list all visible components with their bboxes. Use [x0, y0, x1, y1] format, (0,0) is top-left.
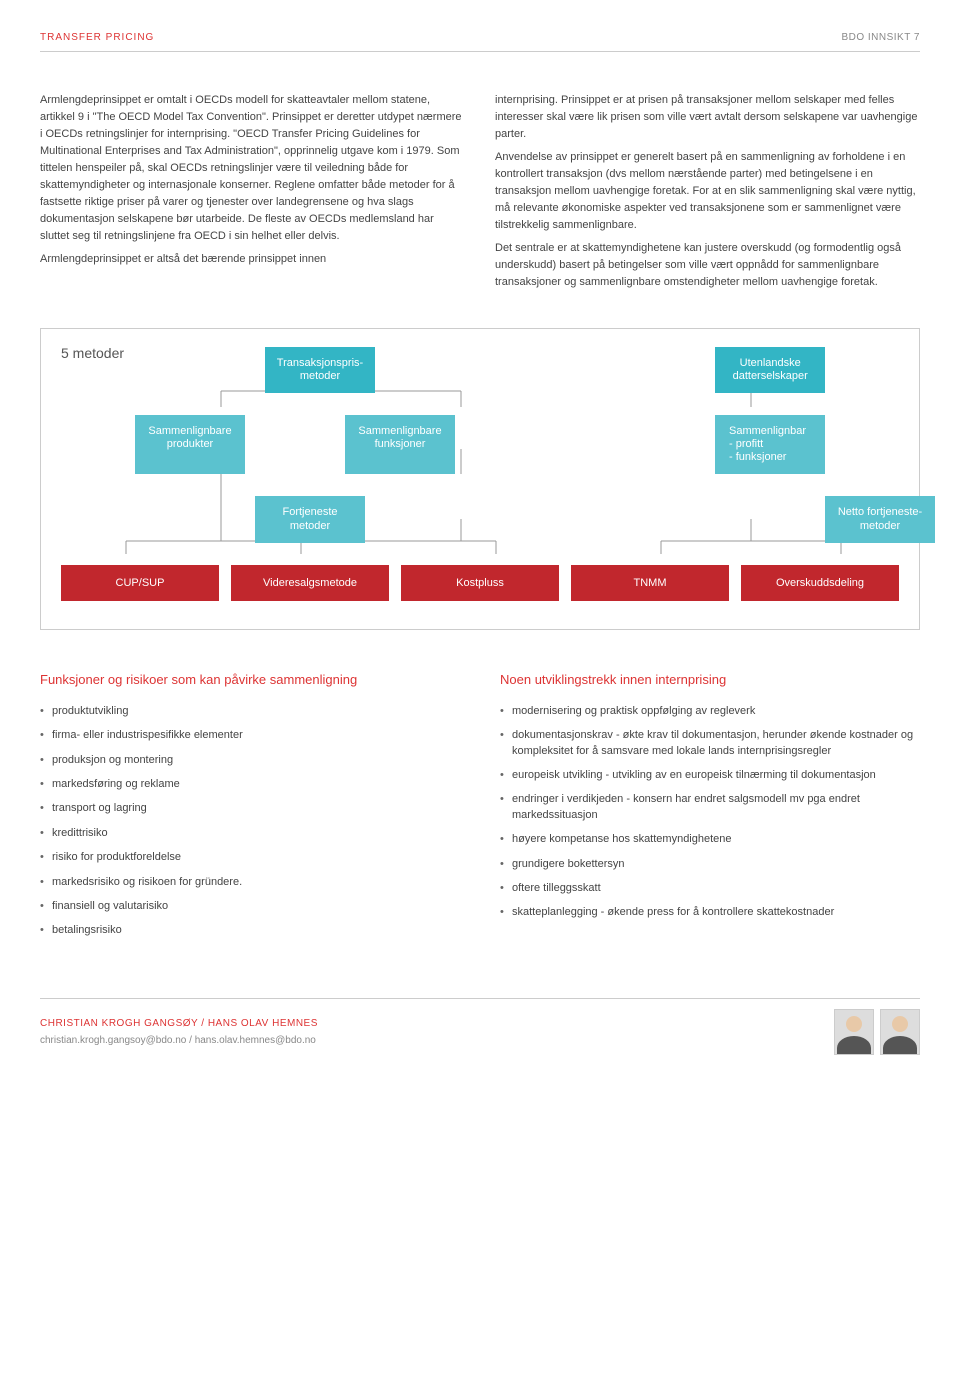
lower-right-title: Noen utviklingstrekk innen internprising	[500, 670, 920, 690]
page-footer: CHRISTIAN KROGH GANGSØY / HANS OLAV HEMN…	[40, 998, 920, 1055]
lower-col-right: Noen utviklingstrekk innen internprising…	[500, 670, 920, 947]
node-tnmm: TNMM	[571, 565, 729, 602]
header-page-label: BDO INNSIKT 7	[841, 30, 920, 45]
lower-left-list: produktutvikling firma- eller industrispe…	[40, 704, 460, 939]
list-item: risiko for produktforeldelse	[40, 850, 460, 865]
footer-text: CHRISTIAN KROGH GANGSØY / HANS OLAV HEMN…	[40, 1016, 318, 1048]
list-item: produksjon og montering	[40, 753, 460, 768]
list-item: markedsføring og reklame	[40, 777, 460, 792]
lower-left-title: Funksjoner og risikoer som kan påvirke s…	[40, 670, 460, 690]
node-utenlandske: Utenlandske datterselskaper	[715, 347, 825, 393]
methods-diagram: 5 metoder Transaksjonspris- metoder Ut	[40, 328, 920, 631]
body-left-p2: Armlengdeprinsippet er altså det bærende…	[40, 251, 465, 268]
list-item: endringer i verdikjeden - konsern har en…	[500, 792, 920, 823]
lower-col-left: Funksjoner og risikoer som kan påvirke s…	[40, 670, 460, 947]
page-header: TRANSFER PRICING BDO INNSIKT 7	[40, 30, 920, 52]
node-videresalg: Videresalgsmetode	[231, 565, 389, 602]
node-netto-fortjeneste: Netto fortjeneste- metoder	[825, 496, 935, 542]
body-columns: Armlengdeprinsippet er omtalt i OECDs mo…	[40, 92, 920, 298]
list-item: dokumentasjonskrav - økte krav til dokum…	[500, 728, 920, 759]
list-item: høyere kompetanse hos skattemyndighetene	[500, 832, 920, 847]
avatar	[834, 1009, 874, 1055]
node-funksjoner: Sammenlignbare funksjoner	[345, 415, 455, 475]
avatar	[880, 1009, 920, 1055]
body-right-p3: Det sentrale er at skattemyndighetene ka…	[495, 240, 920, 291]
node-kostpluss: Kostpluss	[401, 565, 559, 602]
body-col-left: Armlengdeprinsippet er omtalt i OECDs mo…	[40, 92, 465, 298]
node-produkter: Sammenlignbare produkter	[135, 415, 245, 475]
list-item: betalingsrisiko	[40, 923, 460, 938]
list-item: oftere tilleggsskatt	[500, 881, 920, 896]
list-item: grundigere bokettersyn	[500, 857, 920, 872]
node-fortjeneste: Fortjeneste metoder	[255, 496, 365, 542]
footer-author-names: CHRISTIAN KROGH GANGSØY / HANS OLAV HEMN…	[40, 1016, 318, 1031]
list-item: produktutvikling	[40, 704, 460, 719]
list-item: skatteplanlegging - økende press for å k…	[500, 905, 920, 920]
node-cup-sup: CUP/SUP	[61, 565, 219, 602]
node-transaksjonspris: Transaksjonspris- metoder	[265, 347, 375, 393]
list-item: europeisk utvikling - utvikling av en eu…	[500, 768, 920, 783]
lower-columns: Funksjoner og risikoer som kan påvirke s…	[40, 670, 920, 947]
list-item: markedsrisiko og risikoen for gründere.	[40, 875, 460, 890]
lower-right-list: modernisering og praktisk oppfølging av …	[500, 704, 920, 921]
body-col-right: internprising. Prinsippet er at prisen p…	[495, 92, 920, 298]
body-left-p1: Armlengdeprinsippet er omtalt i OECDs mo…	[40, 92, 465, 245]
list-item: firma- eller industrispesifikke elemente…	[40, 728, 460, 743]
node-overskuddsdeling: Overskuddsdeling	[741, 565, 899, 602]
header-category: TRANSFER PRICING	[40, 30, 154, 45]
list-item: finansiell og valutarisiko	[40, 899, 460, 914]
body-right-p1: internprising. Prinsippet er at prisen p…	[495, 92, 920, 143]
list-item: modernisering og praktisk oppfølging av …	[500, 704, 920, 719]
footer-avatars	[834, 1009, 920, 1055]
node-profitt-funksjoner: Sammenlignbar - profitt - funksjoner	[715, 415, 825, 475]
footer-author-emails: christian.krogh.gangsoy@bdo.no / hans.ol…	[40, 1033, 318, 1048]
list-item: transport og lagring	[40, 801, 460, 816]
list-item: kredittrisiko	[40, 826, 460, 841]
body-right-p2: Anvendelse av prinsippet er generelt bas…	[495, 149, 920, 234]
